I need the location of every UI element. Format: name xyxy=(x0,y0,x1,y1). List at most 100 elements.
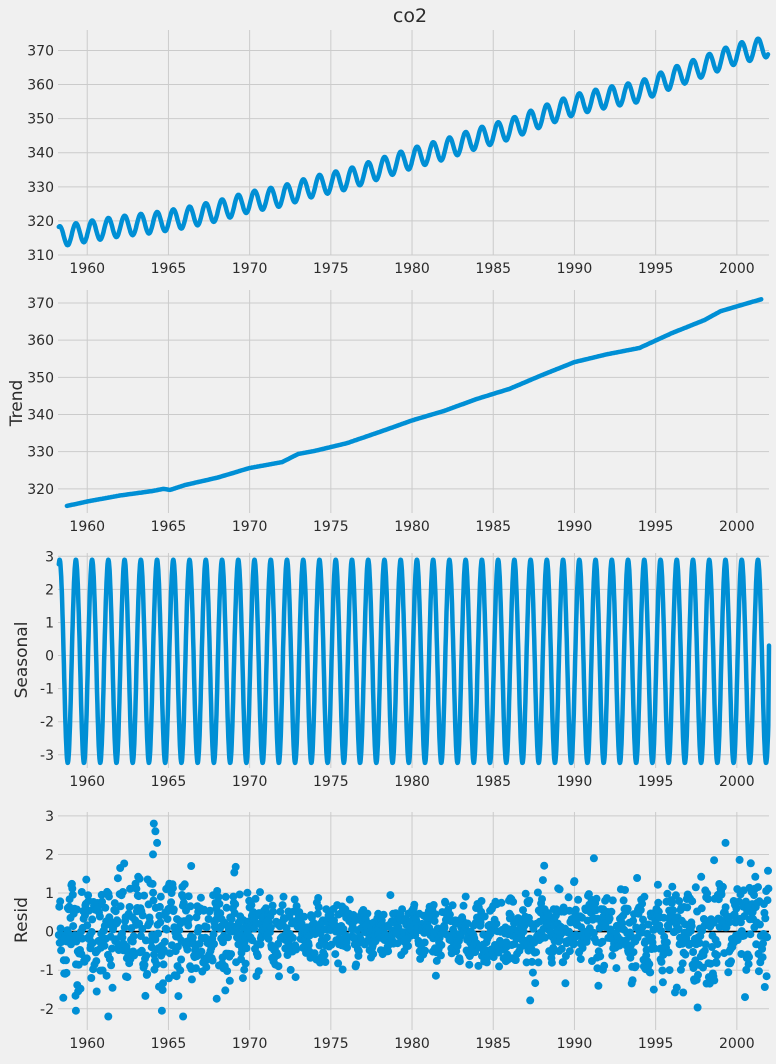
resid-point xyxy=(92,957,101,966)
x-tick-label: 1990 xyxy=(557,519,593,535)
resid-point xyxy=(62,956,70,965)
resid-point xyxy=(525,896,534,905)
y-tick-label: 340 xyxy=(27,146,54,162)
resid-point xyxy=(607,907,616,916)
resid-point xyxy=(256,888,264,897)
resid-point xyxy=(689,948,698,956)
resid-point xyxy=(82,954,91,963)
resid-point xyxy=(687,922,696,931)
resid-point xyxy=(519,906,527,915)
x-tick-label: 1985 xyxy=(475,774,511,790)
x-tick-label: 1975 xyxy=(313,1036,349,1052)
resid-point xyxy=(759,939,767,948)
x-tick-label: 2000 xyxy=(719,774,755,790)
resid-point xyxy=(497,898,506,907)
resid-point xyxy=(675,897,684,905)
resid-point xyxy=(758,953,767,962)
resid-point xyxy=(369,950,378,958)
resid-point xyxy=(477,897,486,905)
resid-point xyxy=(159,979,167,988)
resid-point xyxy=(278,901,287,910)
resid-point xyxy=(612,964,621,973)
y-tick-label: 360 xyxy=(27,333,54,349)
chart-title: co2 xyxy=(393,5,427,27)
resid-point xyxy=(431,910,440,919)
resid-point xyxy=(721,903,730,912)
x-tick-label: 1970 xyxy=(232,261,268,277)
y-tick-label: 2 xyxy=(45,582,54,598)
y-tick-label: -1 xyxy=(40,963,54,979)
observed-panel: 1960 1965 1970 1975 1980 1985 1990 1995 2000 310 3… xyxy=(27,30,771,277)
x-tick-label: 1960 xyxy=(69,261,105,277)
resid-point xyxy=(156,918,165,927)
resid-point xyxy=(56,897,65,906)
resid-point xyxy=(526,996,535,1005)
resid-point xyxy=(71,1006,80,1015)
resid-point xyxy=(105,913,114,922)
x-tick-label: 1990 xyxy=(557,1036,593,1052)
resid-point xyxy=(275,972,283,981)
resid-point xyxy=(77,888,86,896)
resid-point xyxy=(509,897,518,906)
x-tick-label: 1995 xyxy=(638,1036,674,1052)
resid-point xyxy=(662,938,671,947)
resid-point xyxy=(639,915,647,924)
x-tick-label: 2000 xyxy=(719,261,755,277)
resid-point xyxy=(746,930,755,939)
resid-point xyxy=(148,879,157,888)
resid-point xyxy=(764,884,773,893)
resid-point xyxy=(665,966,674,975)
resid-point xyxy=(712,958,721,967)
x-tick-label: 1960 xyxy=(69,519,105,535)
resid-point xyxy=(238,974,247,983)
resid-point xyxy=(697,872,706,881)
resid-point xyxy=(202,923,211,932)
resid-point xyxy=(143,970,152,978)
x-tick-label: 1995 xyxy=(638,519,674,535)
resid-point xyxy=(169,905,178,914)
x-tick-label: 1985 xyxy=(475,261,511,277)
resid-point xyxy=(421,946,430,955)
resid-point xyxy=(633,874,642,882)
y-tick-label: 320 xyxy=(27,214,54,230)
resid-point xyxy=(578,944,587,952)
resid-point xyxy=(261,904,270,913)
resid-point xyxy=(436,951,445,960)
resid-point xyxy=(138,911,147,920)
resid-point xyxy=(153,838,162,847)
x-tick-label: 2000 xyxy=(719,1036,755,1052)
resid-point xyxy=(430,917,439,926)
x-tick-label: 1990 xyxy=(557,261,593,277)
resid-point xyxy=(700,946,709,955)
resid-point xyxy=(629,948,638,957)
resid-point xyxy=(762,972,771,981)
x-tick-label: 1995 xyxy=(638,261,674,277)
resid-point xyxy=(241,959,250,968)
resid-point xyxy=(243,888,252,897)
resid-point xyxy=(163,915,172,923)
resid-point xyxy=(140,891,149,900)
resid-point xyxy=(240,965,249,974)
resid-point xyxy=(113,874,122,883)
resid-point xyxy=(744,960,753,969)
resid-point xyxy=(710,856,719,865)
y-tick-label: 350 xyxy=(27,370,54,386)
resid-point xyxy=(631,962,640,971)
resid-point xyxy=(668,882,677,891)
resid-point xyxy=(763,933,772,942)
resid-point xyxy=(187,862,196,870)
resid-point xyxy=(56,924,65,933)
resid-point xyxy=(465,960,474,969)
y-tick-label: -2 xyxy=(40,1002,54,1018)
y-tick-label: -1 xyxy=(40,682,54,698)
resid-point xyxy=(118,888,127,896)
resid-point xyxy=(688,897,697,906)
resid-point xyxy=(404,942,412,950)
resid-point xyxy=(761,914,770,923)
y-tick-label: 0 xyxy=(45,925,54,941)
resid-point xyxy=(196,893,205,902)
resid-point xyxy=(693,1003,702,1012)
y-tick-label: 370 xyxy=(27,296,54,312)
resid-point xyxy=(725,918,734,927)
resid-point xyxy=(138,924,147,933)
